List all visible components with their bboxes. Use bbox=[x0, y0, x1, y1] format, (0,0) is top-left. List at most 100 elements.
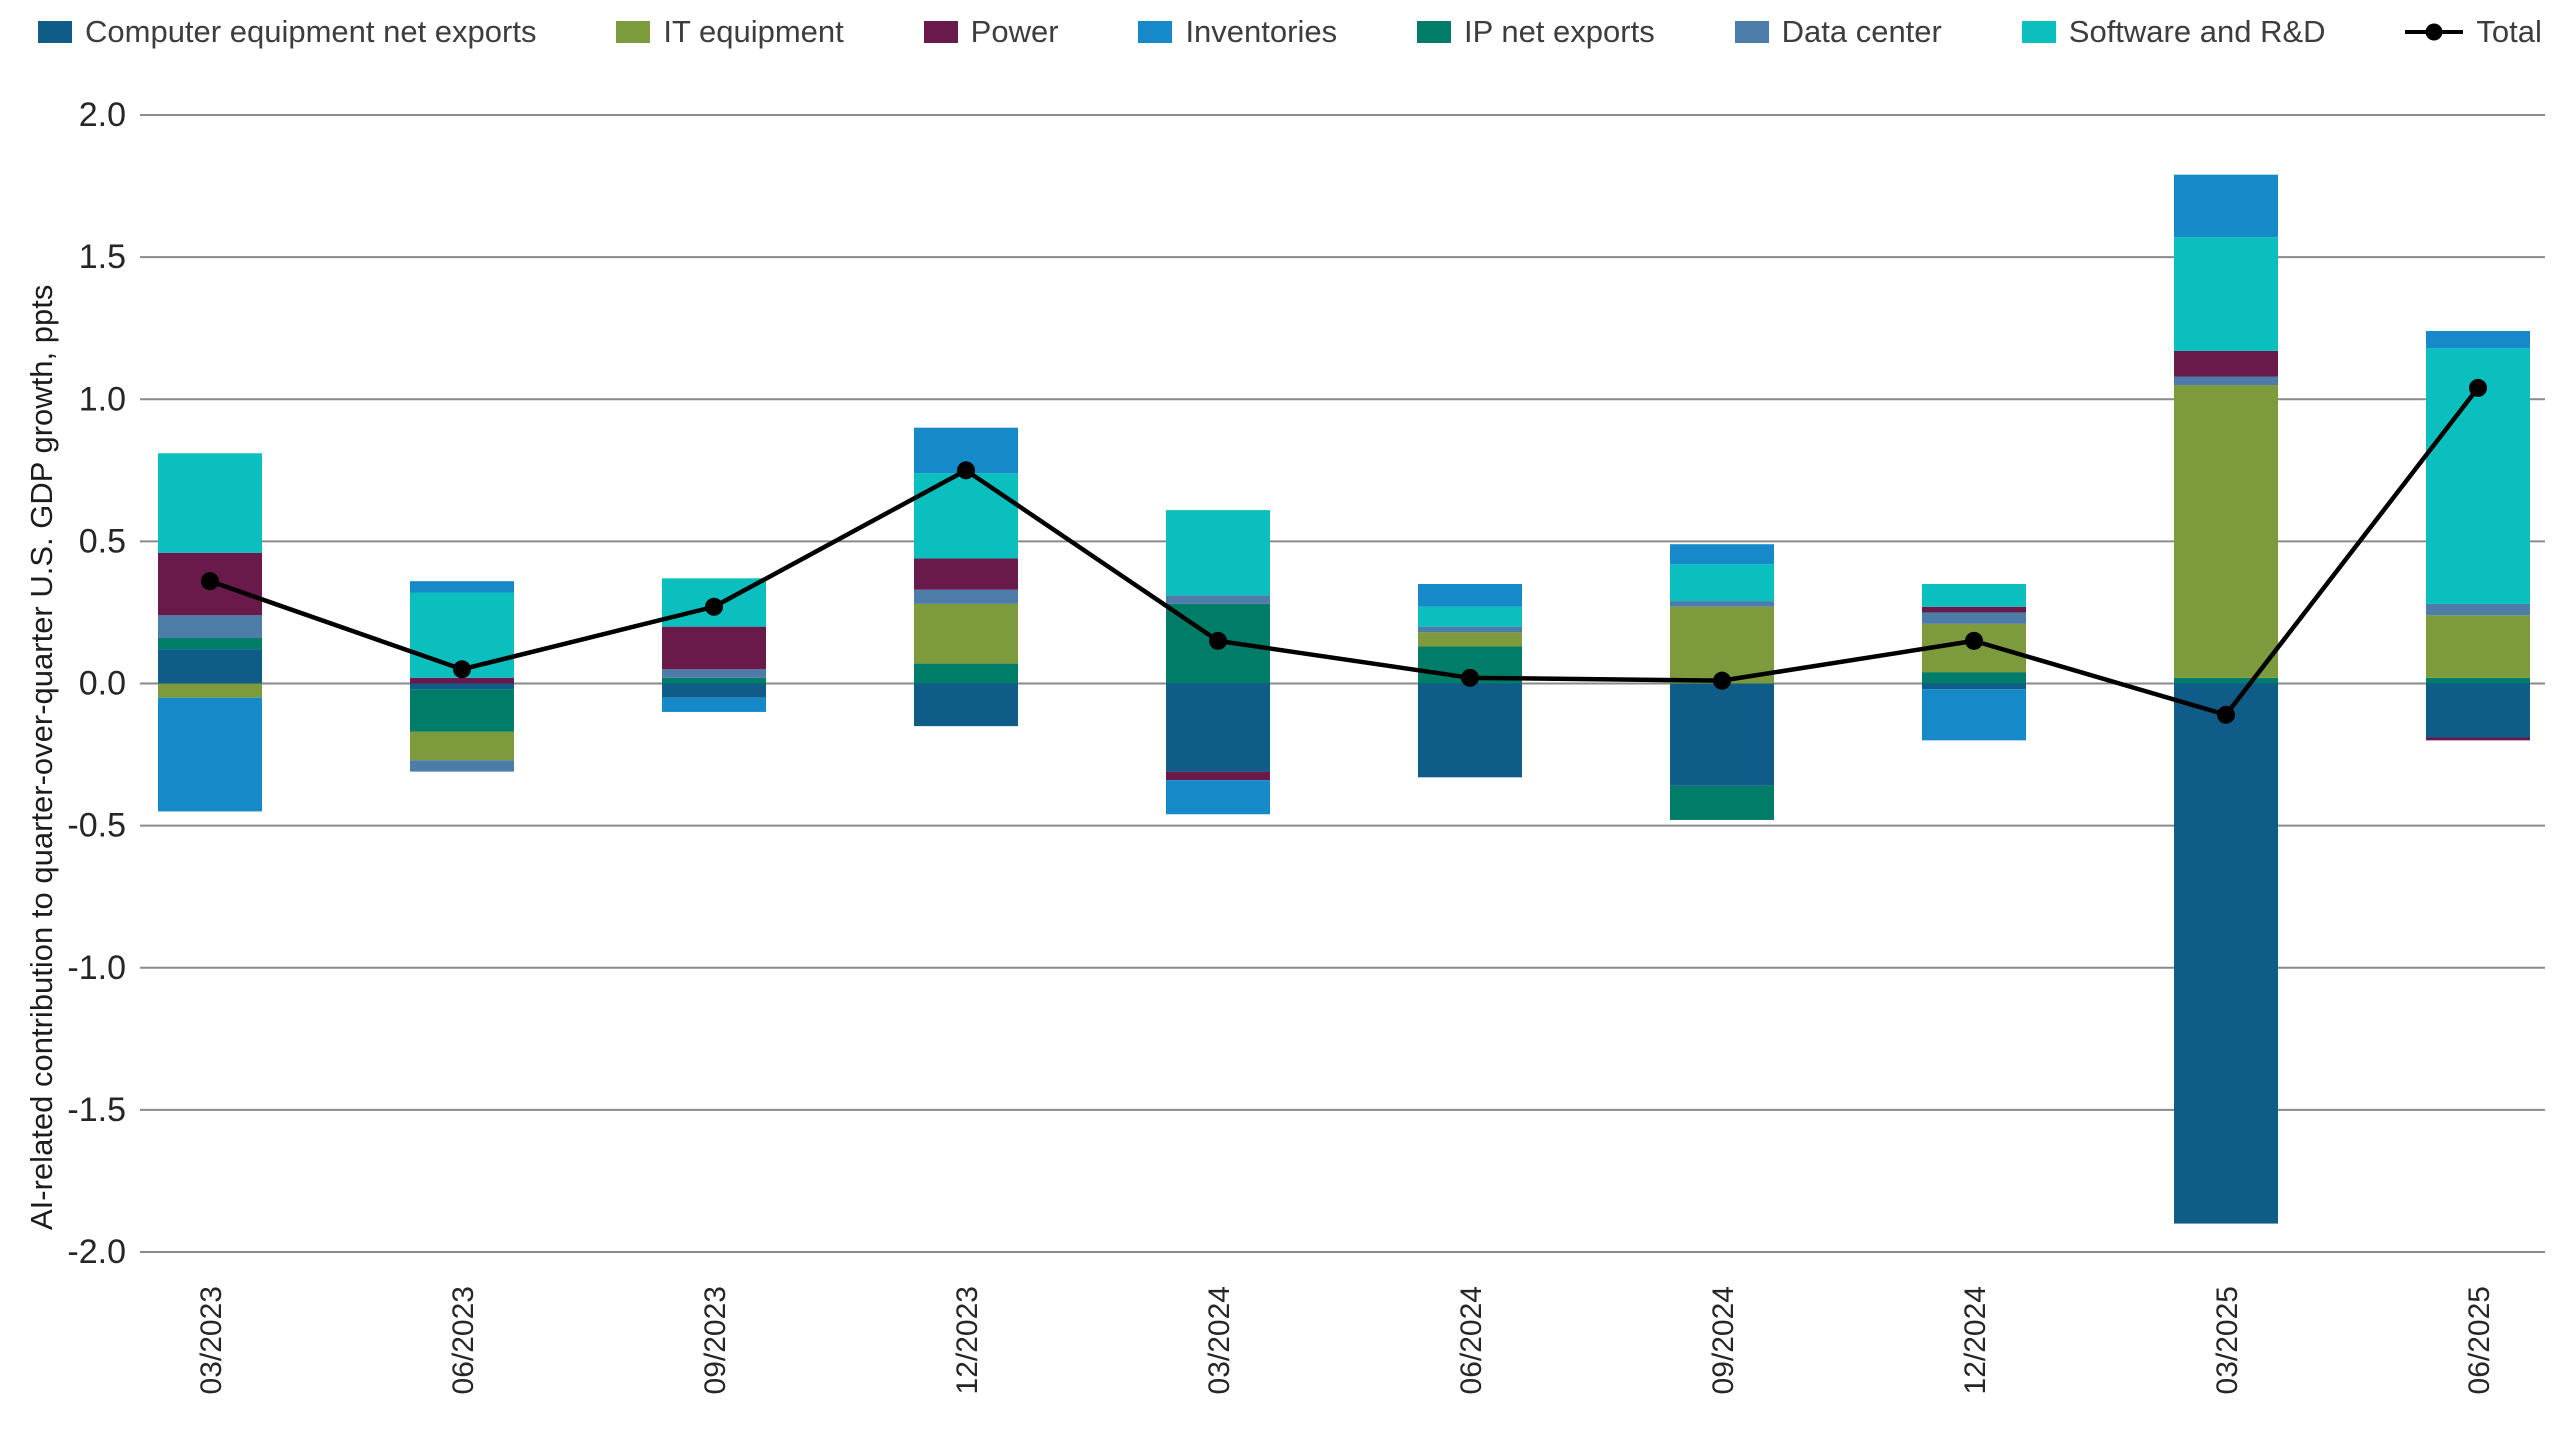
bar-segment bbox=[1166, 780, 1270, 815]
legend-item-ip-net-exports: IP net exports bbox=[1416, 14, 1655, 50]
y-tick-label: -0.5 bbox=[67, 807, 126, 845]
total-marker bbox=[1209, 631, 1227, 650]
bar-segment bbox=[158, 453, 262, 553]
bar-segment bbox=[1922, 689, 2026, 741]
bar-segment bbox=[2174, 350, 2278, 377]
x-tick-label: 12/2024 bbox=[1959, 1286, 1992, 1394]
legend-item-data-center: Data center bbox=[1734, 14, 1942, 50]
bar-segment bbox=[2426, 737, 2530, 741]
x-tick-label: 12/2023 bbox=[951, 1286, 984, 1394]
bar-segment bbox=[2174, 174, 2278, 238]
legend-label: Inventories bbox=[1185, 14, 1338, 49]
total-line-marker-icon bbox=[2405, 20, 2464, 44]
total-marker bbox=[957, 461, 975, 480]
legend-item-it-equipment: IT equipment bbox=[616, 14, 844, 50]
x-tick-label: 09/2024 bbox=[1707, 1286, 1740, 1394]
y-tick-label: 1.0 bbox=[79, 380, 126, 418]
bar-segment bbox=[1670, 683, 1774, 786]
total-marker bbox=[705, 597, 723, 616]
x-tick-label: 06/2023 bbox=[447, 1286, 480, 1394]
bar-segment bbox=[2426, 683, 2530, 738]
legend-item-computer-equipment-net-exports: Computer equipment net exports bbox=[38, 14, 536, 50]
bar-segment bbox=[2174, 237, 2278, 351]
total-line bbox=[209, 386, 2480, 718]
bar-segment bbox=[1670, 601, 1774, 607]
bar-segment bbox=[2174, 683, 2278, 1224]
legend-label: Computer equipment net exports bbox=[85, 14, 537, 49]
bar-segment bbox=[1166, 595, 1270, 604]
bar-segment bbox=[1922, 683, 2026, 690]
bar-segment bbox=[1418, 584, 1522, 607]
total-marker bbox=[453, 660, 471, 679]
bar-segment bbox=[158, 649, 262, 684]
bar-segment bbox=[1670, 544, 1774, 565]
total-marker bbox=[201, 572, 219, 591]
bar-segment bbox=[662, 626, 766, 670]
bar-segment bbox=[158, 697, 262, 812]
x-tick-label: 03/2024 bbox=[1203, 1286, 1236, 1394]
total-marker bbox=[2469, 378, 2487, 397]
bar-segment bbox=[410, 581, 514, 593]
total-dot-icon bbox=[2425, 23, 2443, 41]
bar-segment bbox=[158, 683, 262, 698]
legend-item-total: Total bbox=[2405, 14, 2542, 50]
legend-swatch-icon bbox=[38, 21, 72, 43]
bar-segment bbox=[914, 603, 1018, 664]
legend: Computer equipment net exports IT equipme… bbox=[38, 14, 2542, 50]
bar-segment bbox=[662, 683, 766, 698]
bar-segment bbox=[1922, 672, 2026, 684]
bar-segment bbox=[1166, 771, 1270, 781]
bar-segment bbox=[1418, 632, 1522, 647]
bar-segment bbox=[1418, 683, 1522, 778]
legend-label: Data center bbox=[1781, 14, 1942, 49]
legend-label: Software and R&D bbox=[2068, 14, 2326, 49]
bar-segment bbox=[1670, 564, 1774, 602]
legend-swatch-icon bbox=[1734, 21, 1769, 43]
legend-label: IP net exports bbox=[1463, 14, 1655, 49]
bar-segment bbox=[2426, 677, 2530, 684]
legend-swatch-icon bbox=[616, 21, 651, 43]
y-tick-label: 0.5 bbox=[79, 522, 126, 560]
x-tick-label: 06/2024 bbox=[1455, 1286, 1488, 1394]
y-tick-label: -2.0 bbox=[67, 1233, 126, 1271]
bar-segment bbox=[1418, 606, 1522, 627]
bar-segment bbox=[914, 473, 1018, 559]
bar-segment bbox=[914, 558, 1018, 590]
bar-segment bbox=[2426, 331, 2530, 349]
bar-segment bbox=[662, 677, 766, 684]
total-marker bbox=[2217, 705, 2235, 724]
x-tick-label: 06/2025 bbox=[2463, 1286, 2496, 1394]
bar-segment bbox=[410, 689, 514, 732]
bar-segment bbox=[1922, 584, 2026, 607]
legend-item-software-and-r-d: Software and R&D bbox=[2021, 14, 2326, 50]
legend-label: Total bbox=[2476, 14, 2542, 49]
bar-segment bbox=[662, 669, 766, 678]
bar-segment bbox=[2174, 677, 2278, 684]
y-axis-title: AI-related contribution to quarter-over-… bbox=[24, 284, 59, 1230]
bar-segment bbox=[2174, 376, 2278, 386]
bar-segment bbox=[1670, 606, 1774, 684]
x-tick-label: 09/2023 bbox=[699, 1286, 732, 1394]
bar-segment bbox=[158, 615, 262, 639]
bar-segment bbox=[1922, 606, 2026, 613]
bar-segment bbox=[2426, 603, 2530, 616]
x-tick-label: 03/2025 bbox=[2211, 1286, 2244, 1394]
bar-segment bbox=[2426, 615, 2530, 678]
legend-swatch-icon bbox=[2021, 21, 2056, 43]
legend-swatch-icon bbox=[1416, 21, 1451, 43]
bar-segment bbox=[1670, 785, 1774, 820]
y-tick-label: -1.0 bbox=[67, 949, 126, 987]
bar-segment bbox=[1922, 612, 2026, 624]
legend-swatch-icon bbox=[1138, 21, 1173, 43]
x-tick-label: 03/2023 bbox=[195, 1286, 228, 1394]
total-marker bbox=[1713, 671, 1731, 690]
legend-label: Power bbox=[970, 14, 1059, 49]
bar-segment bbox=[410, 731, 514, 761]
y-tick-label: 1.5 bbox=[79, 238, 126, 276]
legend-label: IT equipment bbox=[663, 14, 844, 49]
bar-segment bbox=[1166, 510, 1270, 596]
bar-segment bbox=[1166, 683, 1270, 772]
total-marker bbox=[1461, 668, 1479, 687]
